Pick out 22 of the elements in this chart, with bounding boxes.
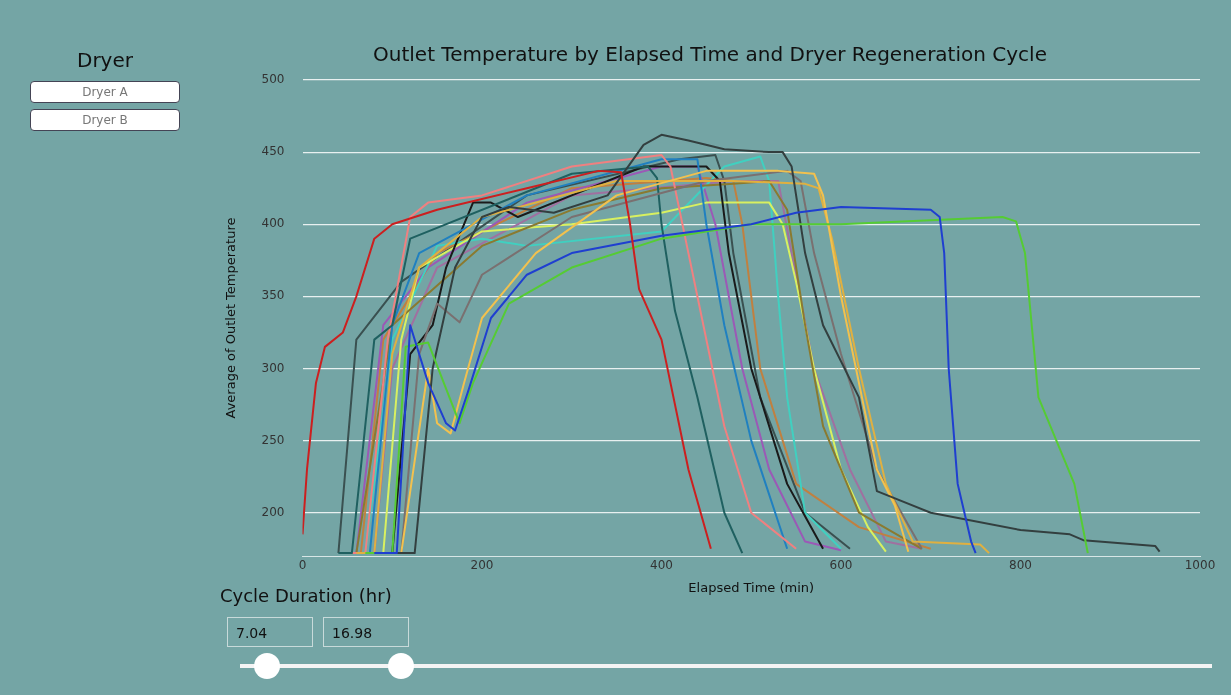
text: Cycle Duration (hr) — [220, 585, 392, 606]
x-tick-label: 200 — [470, 558, 494, 573]
text: 7.04 — [227, 617, 313, 647]
x-tick-label: 1000 — [1184, 558, 1216, 573]
x-tick-label: 400 — [650, 558, 673, 573]
y-tick-label: 500 — [261, 72, 285, 87]
y-tick-label: 350 — [261, 288, 285, 303]
y-tick-label: 200 — [261, 504, 285, 519]
text: Dryer — [76, 48, 134, 72]
y-tick-label: 400 — [261, 216, 285, 231]
x-axis-title: Elapsed Time (min) — [688, 579, 815, 595]
y-tick-label: 300 — [261, 360, 285, 375]
text: 16.98 — [323, 617, 409, 647]
y-tick-label: 250 — [261, 432, 285, 447]
y-tick-label: 450 — [261, 144, 285, 159]
x-tick-label: 600 — [829, 558, 853, 573]
text: Dryer A — [30, 81, 180, 103]
y-axis-title: Average of Outlet Temperature — [223, 217, 239, 419]
x-tick-label: 0 — [298, 558, 307, 573]
text: Dryer B — [30, 109, 180, 131]
chart-title: Outlet Temperature by Elapsed Time and Dryer Regeneration Cycle — [373, 42, 1047, 67]
x-tick-label: 800 — [1009, 558, 1032, 573]
